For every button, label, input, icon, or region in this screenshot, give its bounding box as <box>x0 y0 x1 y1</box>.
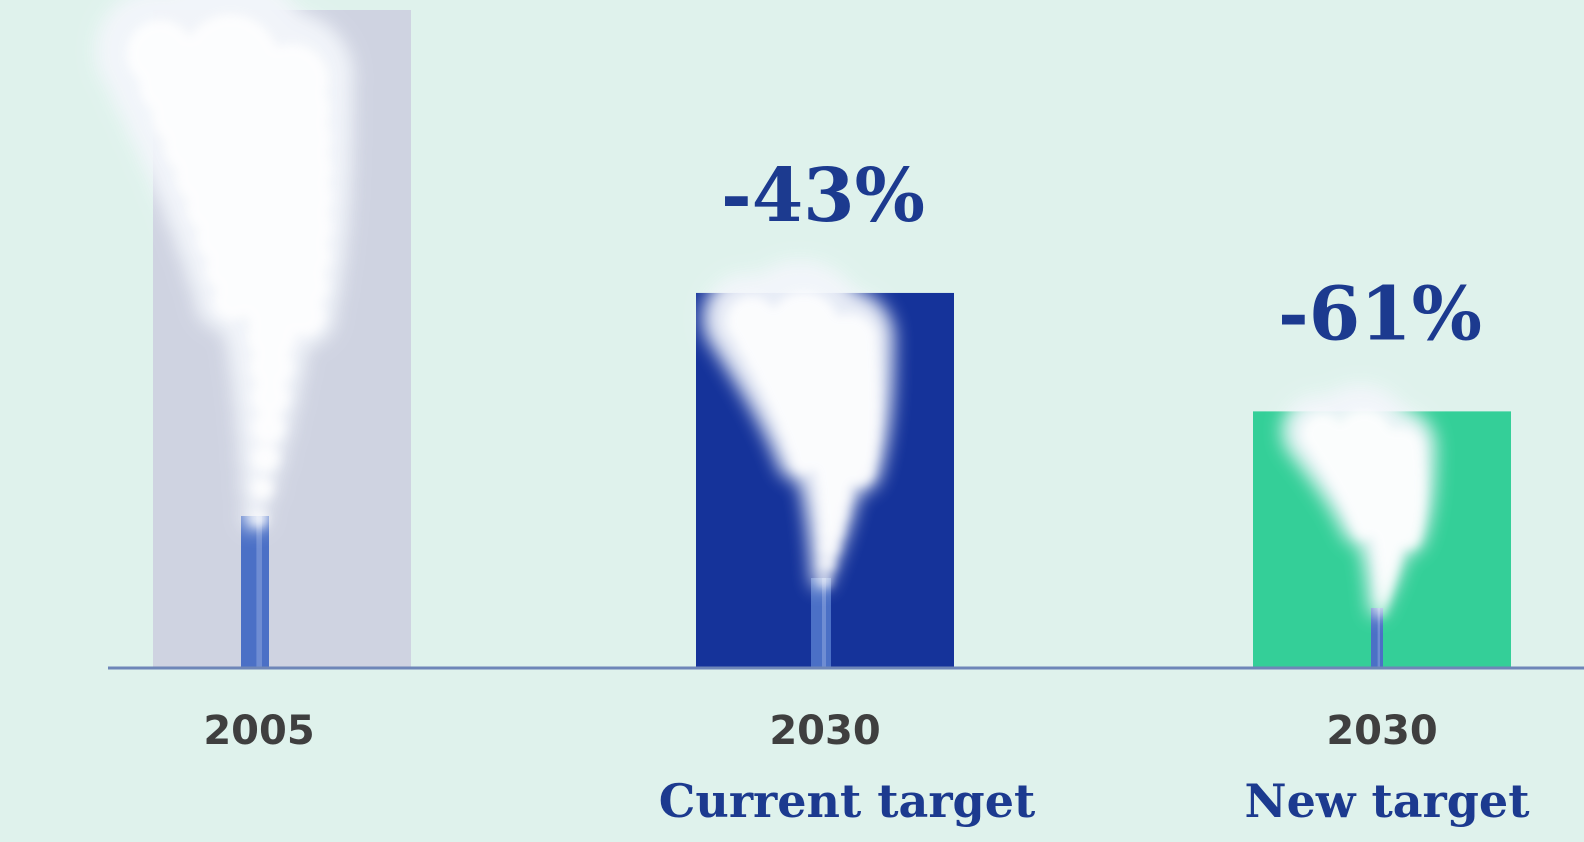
bar-group <box>94 0 411 668</box>
data-label: -61% <box>1278 271 1482 357</box>
tick-label: 2005 <box>203 708 314 754</box>
bar-group <box>1253 384 1511 668</box>
bars-layer <box>94 0 1511 668</box>
smoke-icon <box>1282 384 1436 616</box>
bar-group <box>696 259 954 668</box>
labels-layer: 2005 -43% 2030 Current target -61% 2030 New ta… <box>203 153 1530 828</box>
category-sublabel: New target <box>1245 774 1531 828</box>
tick-label: 2030 <box>769 708 880 754</box>
smoke-icon <box>702 259 895 588</box>
smoke-icon <box>94 0 354 530</box>
tick-label: 2030 <box>1326 708 1437 754</box>
chimney-icon <box>811 578 831 668</box>
chimney-icon <box>1371 608 1383 668</box>
data-label: -43% <box>721 153 925 239</box>
category-sublabel: Current target <box>659 774 1036 828</box>
chimney-icon <box>241 516 269 668</box>
